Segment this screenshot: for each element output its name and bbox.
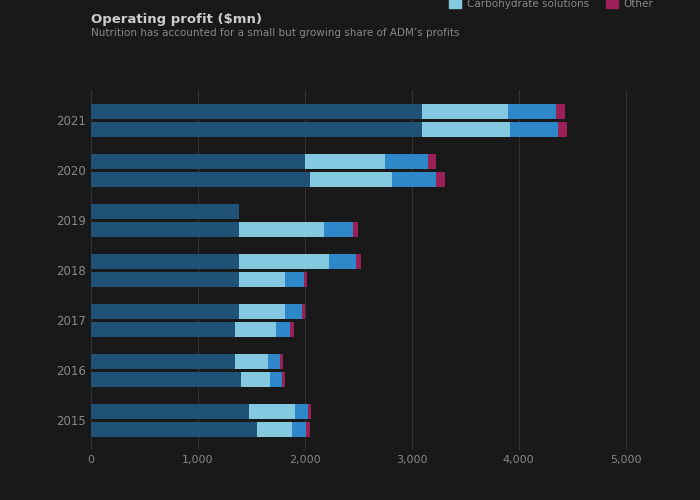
Text: Nutrition has accounted for a small but growing share of ADM’s profits: Nutrition has accounted for a small but … <box>91 28 459 38</box>
Bar <box>91 372 241 386</box>
Bar <box>91 204 239 218</box>
Bar <box>239 272 284 286</box>
Bar <box>282 372 285 386</box>
Legend: Ag services and oilseeds, Carbohydrate solutions, Nutrition, Other: Ag services and oilseeds, Carbohydrate s… <box>444 0 674 14</box>
Bar <box>91 254 239 268</box>
Text: Operating profit ($mn): Operating profit ($mn) <box>91 12 262 26</box>
Bar <box>422 104 508 118</box>
Bar <box>239 304 284 318</box>
Bar <box>508 104 556 118</box>
Bar <box>385 154 428 168</box>
Bar <box>556 104 565 118</box>
Bar <box>257 422 292 436</box>
Bar <box>422 122 510 136</box>
Bar <box>91 404 249 418</box>
Bar <box>290 322 293 336</box>
Bar <box>91 122 422 136</box>
Bar <box>91 172 310 186</box>
Bar <box>284 272 304 286</box>
Bar <box>270 372 282 386</box>
Bar <box>510 122 558 136</box>
Bar <box>91 272 239 286</box>
Bar <box>284 304 302 318</box>
Bar <box>306 422 309 436</box>
Bar <box>302 304 304 318</box>
Bar <box>295 404 308 418</box>
Bar <box>356 254 361 268</box>
Bar <box>276 322 290 336</box>
Bar <box>91 422 257 436</box>
Bar <box>91 354 235 368</box>
Bar <box>310 172 393 186</box>
Bar <box>436 172 445 186</box>
Bar <box>304 154 385 168</box>
Bar <box>269 354 280 368</box>
Bar <box>308 404 312 418</box>
Bar <box>292 422 306 436</box>
Bar <box>239 254 330 268</box>
Bar <box>91 322 235 336</box>
Bar <box>235 354 269 368</box>
Bar <box>324 222 353 236</box>
Bar <box>91 222 239 236</box>
Bar <box>304 272 307 286</box>
Bar <box>249 404 295 418</box>
Bar <box>91 154 304 168</box>
Bar <box>91 304 239 318</box>
Bar <box>393 172 436 186</box>
Bar <box>330 254 356 268</box>
Bar <box>235 322 276 336</box>
Bar <box>353 222 358 236</box>
Bar <box>428 154 436 168</box>
Bar <box>558 122 567 136</box>
Bar <box>91 104 422 118</box>
Bar <box>280 354 283 368</box>
Bar <box>241 372 270 386</box>
Bar <box>239 222 324 236</box>
